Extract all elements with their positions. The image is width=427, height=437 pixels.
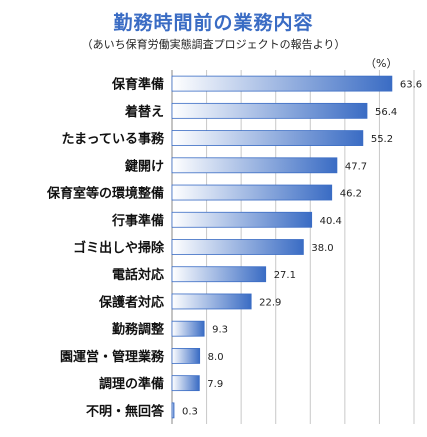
- value-label: 63.6: [400, 80, 422, 91]
- unit-label: （%）: [365, 57, 398, 70]
- category-label: たまっている事務: [62, 131, 165, 147]
- labels: 保育準備 63.6 着替え 56.4 たまっている事務 55.2 鍵開け 47.7 保育室等の環…: [46, 77, 422, 420]
- value-label: 7.9: [207, 379, 223, 390]
- bar: [171, 130, 364, 146]
- bar: [171, 184, 333, 201]
- value-label: 40.4: [320, 216, 342, 227]
- bar: [171, 75, 393, 92]
- value-label: 46.2: [340, 189, 362, 200]
- bar: [171, 211, 313, 228]
- bar: [171, 293, 252, 310]
- bars: [171, 75, 393, 419]
- category-label: 勤務調整: [112, 322, 165, 338]
- bar: [171, 239, 304, 255]
- category-label: 不明・無回答: [86, 403, 165, 419]
- value-label: 0.3: [182, 406, 198, 417]
- category-label: 保育室等の環境整備: [46, 186, 164, 202]
- value-label: 38.0: [311, 243, 333, 254]
- chart-subtitle: （あいち保育労働実態調査プロジェクトの報告より）: [81, 38, 346, 51]
- category-label: 電話対応: [112, 267, 164, 283]
- value-label: 9.3: [212, 325, 228, 336]
- chart-title: 勤務時間前の業務内容: [113, 12, 314, 34]
- bar: [171, 102, 368, 119]
- category-label: 園運営・管理業務: [60, 349, 165, 365]
- value-label: 55.2: [371, 134, 393, 145]
- bar: [171, 320, 205, 337]
- category-label: 鍵開け: [125, 158, 164, 174]
- bar: [171, 402, 175, 419]
- category-label: 行事準備: [111, 213, 164, 229]
- category-label: 保護者対応: [98, 294, 164, 310]
- bar: [171, 375, 200, 392]
- bar: [171, 266, 267, 283]
- value-label: 8.0: [208, 352, 224, 363]
- category-label: 調理の準備: [99, 376, 164, 392]
- bar: [171, 348, 201, 364]
- bar: [171, 157, 338, 174]
- value-label: 27.1: [274, 270, 296, 281]
- category-label: ゴミ出しや掃除: [73, 240, 165, 256]
- value-label: 47.7: [345, 161, 367, 172]
- category-label: 保育準備: [111, 77, 164, 93]
- value-label: 56.4: [375, 107, 397, 118]
- category-label: 着替え: [124, 104, 164, 120]
- value-label: 22.9: [259, 297, 281, 308]
